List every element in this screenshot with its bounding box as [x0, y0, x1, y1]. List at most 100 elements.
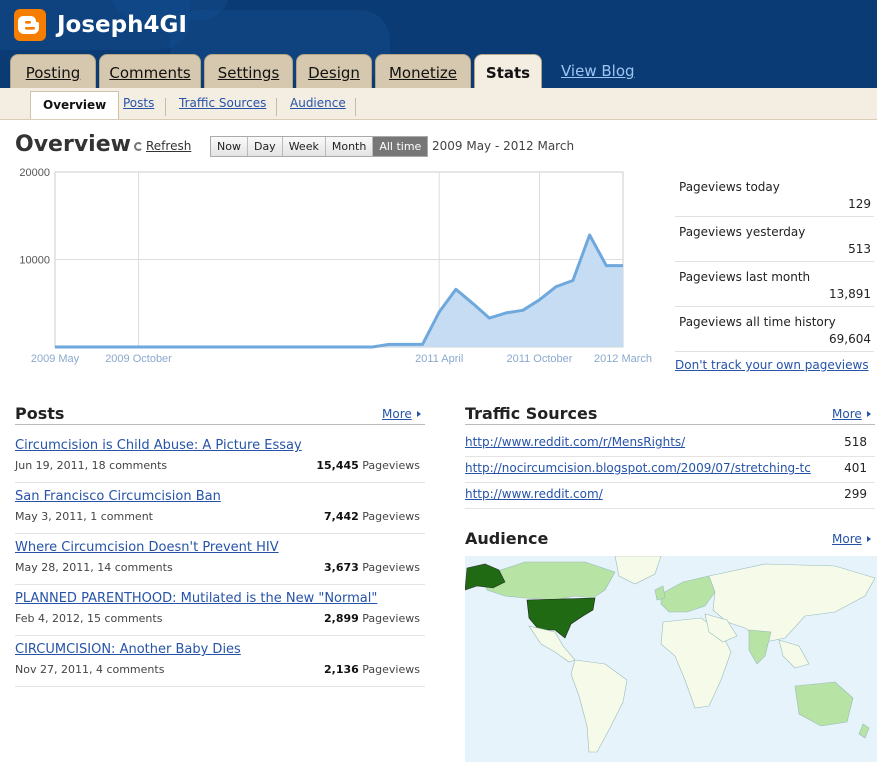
triangle-right-icon [866, 411, 871, 417]
map-region-new-zealand [858, 723, 870, 739]
date-range-label: 2009 May - 2012 March [432, 139, 575, 153]
traffic-divider [465, 424, 875, 425]
subtab-posts[interactable]: Posts [123, 96, 155, 110]
map-region-usa [526, 597, 596, 639]
traffic-source-link[interactable]: http://www.reddit.com/r/MensRights/ [465, 435, 686, 449]
stat-value: 129 [848, 197, 871, 211]
post-title-link[interactable]: CIRCUMCISION: Another Baby Dies [15, 642, 241, 657]
post-view-count: 7,442 [324, 510, 359, 523]
range-month-button[interactable]: Month [325, 137, 374, 156]
subtab-traffic-sources[interactable]: Traffic Sources [179, 96, 267, 110]
stat-label: Pageviews last month [679, 270, 811, 284]
map-region-south-america [570, 659, 628, 753]
tab-posting[interactable]: Posting [10, 54, 96, 88]
tab-design[interactable]: Design [296, 54, 372, 88]
post-meta: May 28, 2011, 14 comments [15, 561, 173, 574]
view-blog-link[interactable]: View Blog [561, 62, 635, 80]
post-meta: May 3, 2011, 1 comment [15, 510, 153, 523]
traffic-count: 518 [844, 435, 867, 449]
map-region-uk [654, 585, 666, 601]
traffic-section-title: Traffic Sources [465, 404, 598, 423]
stat-yesterday: Pageviews yesterday 513 [675, 217, 874, 262]
stat-value: 513 [848, 242, 871, 256]
post-pageviews: 2,136 Pageviews [324, 663, 420, 676]
traffic-more-link[interactable]: More [832, 407, 871, 421]
posts-divider [15, 424, 425, 425]
traffic-source-link[interactable]: http://www.reddit.com/ [465, 487, 603, 501]
tab-stats[interactable]: Stats [474, 54, 542, 88]
post-title-link[interactable]: Circumcision is Child Abuse: A Picture E… [15, 438, 302, 453]
range-now-button[interactable]: Now [211, 137, 248, 156]
dont-track-pageviews-link[interactable]: Don't track your own pageviews [675, 358, 869, 372]
map-region-canada [482, 561, 616, 601]
range-day-button[interactable]: Day [247, 137, 283, 156]
range-all-time-button[interactable]: All time [373, 137, 428, 156]
map-region-australia [794, 681, 854, 727]
more-label: More [832, 407, 862, 421]
post-title-link[interactable]: Where Circumcision Doesn't Prevent HIV [15, 540, 279, 555]
triangle-right-icon [866, 536, 871, 542]
pageviews-label: Pageviews [362, 510, 420, 523]
stat-label: Pageviews today [679, 180, 780, 194]
stat-last-month: Pageviews last month 13,891 [675, 262, 874, 307]
post-row: PLANNED PARENTHOOD: Mutilated is the New… [15, 585, 425, 636]
stat-all-time: Pageviews all time history 69,604 [675, 307, 874, 352]
map-region-mexico [528, 625, 576, 663]
tab-monetize[interactable]: Monetize [375, 54, 471, 88]
stat-value: 13,891 [829, 287, 871, 301]
map-region-greenland [614, 556, 662, 585]
pageviews-area [55, 235, 623, 347]
range-week-button[interactable]: Week [282, 137, 326, 156]
map-region-alaska [465, 563, 506, 591]
x-tick-label: 2011 October [507, 353, 573, 365]
stats-subnav: Overview Posts Traffic Sources Audience [0, 88, 877, 120]
audience-more-link[interactable]: More [832, 532, 871, 546]
traffic-row: http://nocircumcision.blogspot.com/2009/… [465, 456, 875, 483]
page-title: Overview [15, 132, 131, 157]
blog-title[interactable]: Joseph4GI [57, 12, 187, 38]
post-row: CIRCUMCISION: Another Baby Dies Nov 27, … [15, 636, 425, 687]
audience-world-map[interactable] [465, 556, 877, 762]
refresh-icon [134, 142, 143, 151]
post-row: Circumcision is Child Abuse: A Picture E… [15, 432, 425, 483]
y-tick-label: 20000 [19, 167, 50, 179]
post-title-link[interactable]: San Francisco Circumcision Ban [15, 489, 221, 504]
post-row: San Francisco Circumcision Ban May 3, 20… [15, 483, 425, 534]
post-meta: Nov 27, 2011, 4 comments [15, 663, 165, 676]
traffic-source-link[interactable]: http://nocircumcision.blogspot.com/2009/… [465, 461, 811, 475]
post-view-count: 3,673 [324, 561, 359, 574]
subtab-audience[interactable]: Audience [290, 96, 346, 110]
pageviews-label: Pageviews [362, 663, 420, 676]
x-tick-label: 2009 May [31, 353, 80, 365]
post-view-count: 2,136 [324, 663, 359, 676]
time-range-selector: Now Day Week Month All time [210, 136, 429, 157]
posts-more-link[interactable]: More [382, 407, 421, 421]
traffic-row: http://www.reddit.com/r/MensRights/ 518 [465, 430, 875, 457]
refresh-button[interactable]: Refresh [134, 139, 191, 153]
stat-today: Pageviews today 129 [675, 172, 874, 217]
pageviews-label: Pageviews [362, 612, 420, 625]
map-region-europe [660, 575, 716, 613]
traffic-count: 299 [844, 487, 867, 501]
traffic-row: http://www.reddit.com/ 299 [465, 482, 875, 509]
pageviews-label: Pageviews [362, 561, 420, 574]
post-view-count: 15,445 [316, 459, 359, 472]
blogger-logo-icon[interactable] [14, 9, 46, 41]
post-pageviews: 15,445 Pageviews [316, 459, 420, 472]
map-region-middle-east [704, 613, 738, 643]
pageviews-label: Pageviews [362, 459, 420, 472]
x-tick-label: 2009 October [105, 353, 172, 365]
tab-settings[interactable]: Settings [204, 54, 293, 88]
subtab-overview[interactable]: Overview [30, 91, 120, 119]
y-tick-label: 10000 [19, 255, 50, 267]
x-tick-label: 2012 March [594, 353, 652, 365]
traffic-count: 401 [844, 461, 867, 475]
post-pageviews: 3,673 Pageviews [324, 561, 420, 574]
stat-label: Pageviews yesterday [679, 225, 806, 239]
pageviews-chart: 10000 20000 2009 May 2009 October 2011 April… [19, 167, 652, 365]
post-title-link[interactable]: PLANNED PARENTHOOD: Mutilated is the New… [15, 591, 378, 606]
map-region-india [748, 629, 772, 665]
more-label: More [832, 532, 862, 546]
tab-comments[interactable]: Comments [99, 54, 201, 88]
header: Joseph4GI Posting Comments Settings Desi… [0, 0, 877, 88]
